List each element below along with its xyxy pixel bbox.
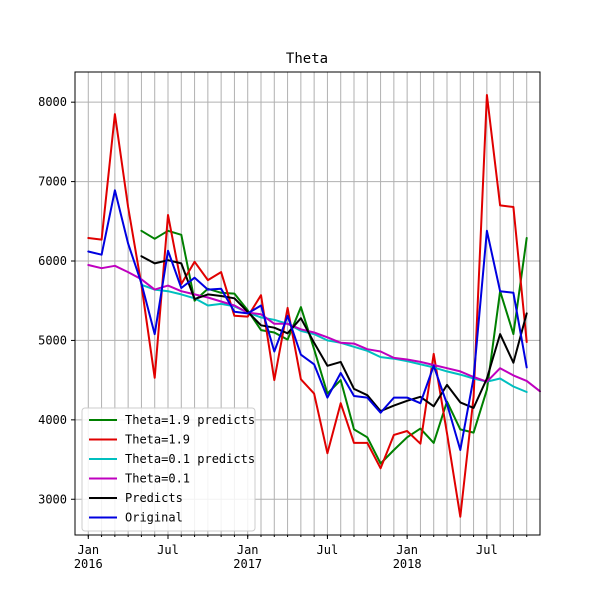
x-tick-label: Jan: [77, 543, 99, 557]
y-tick-label: 4000: [38, 413, 67, 427]
x-tick-year-label: 2018: [393, 557, 422, 571]
x-tick-year-label: 2017: [233, 557, 262, 571]
x-tick-label: Jul: [476, 543, 498, 557]
legend-label: Original: [125, 511, 183, 525]
chart-title: Theta: [286, 51, 328, 67]
series-line-3: [87, 264, 541, 393]
y-tick-label: 8000: [38, 95, 67, 109]
legend-label: Theta=0.1: [125, 472, 190, 486]
series-line-4: [140, 255, 528, 413]
y-tick-label: 7000: [38, 175, 67, 189]
y-tick-label: 3000: [38, 492, 67, 506]
legend-label: Theta=1.9: [125, 433, 190, 447]
legend-label: Theta=0.1 predicts: [125, 452, 255, 466]
legend: Theta=1.9 predicts Theta=1.9 Theta=0.1 pre…: [81, 407, 256, 532]
x-tick-year-label: 2016: [74, 557, 103, 571]
x-tick-label: Jul: [157, 543, 179, 557]
legend-box: [81, 407, 256, 532]
x-tick-label: Jul: [317, 543, 339, 557]
x-tick-label: Jan: [237, 543, 259, 557]
x-tick-label: Jan: [396, 543, 418, 557]
legend-label: Theta=1.9 predicts: [125, 413, 255, 427]
legend-label: Predicts: [125, 491, 183, 505]
series-line-5: [87, 189, 528, 451]
plot-frame: [74, 71, 541, 536]
y-tick-label: 6000: [38, 254, 67, 268]
series-line-2: [140, 283, 528, 393]
y-tick-label: 5000: [38, 333, 67, 347]
grid-lines: [75, 72, 540, 535]
series-layer: [87, 94, 541, 518]
